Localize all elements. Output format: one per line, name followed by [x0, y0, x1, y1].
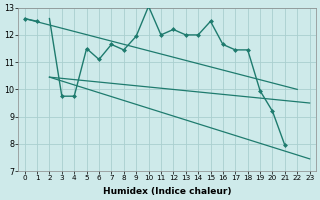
X-axis label: Humidex (Indice chaleur): Humidex (Indice chaleur) — [103, 187, 231, 196]
